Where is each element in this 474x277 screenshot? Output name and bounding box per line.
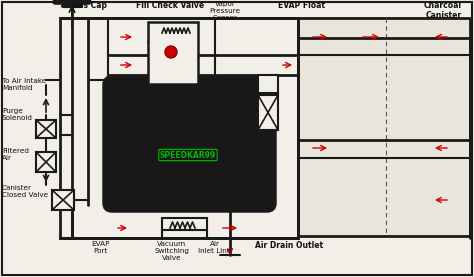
Text: EVAP Float: EVAP Float <box>278 1 325 10</box>
Text: Canister
Closed Valve: Canister Closed Valve <box>2 185 48 198</box>
Text: To Air Intake
Manifold: To Air Intake Manifold <box>2 78 46 91</box>
Bar <box>162 218 207 230</box>
Bar <box>258 95 278 130</box>
Circle shape <box>165 46 177 58</box>
Bar <box>60 18 298 238</box>
Text: Air
Inlet Line: Air Inlet Line <box>199 241 232 254</box>
Text: SPEEDKAR99: SPEEDKAR99 <box>160 150 216 160</box>
Bar <box>148 22 198 84</box>
Text: Air Drain Outlet: Air Drain Outlet <box>255 241 323 250</box>
FancyBboxPatch shape <box>104 77 275 211</box>
Text: Purge
Solenoid: Purge Solenoid <box>2 108 33 121</box>
Text: Fill Check Valve: Fill Check Valve <box>136 1 204 10</box>
Bar <box>36 152 56 172</box>
Bar <box>36 120 56 138</box>
Text: Charcoal
Canister: Charcoal Canister <box>424 1 462 20</box>
Text: Filtered
Air: Filtered Air <box>2 148 29 161</box>
Bar <box>298 18 470 236</box>
Text: Vacuum
Switching
Valve: Vacuum Switching Valve <box>155 241 190 261</box>
Text: Vapor
Pressure
Sensor: Vapor Pressure Sensor <box>210 1 241 21</box>
Bar <box>258 75 278 93</box>
Text: Gas Cap: Gas Cap <box>72 1 107 10</box>
Bar <box>52 190 74 210</box>
Text: EVAP
Port: EVAP Port <box>91 241 109 254</box>
